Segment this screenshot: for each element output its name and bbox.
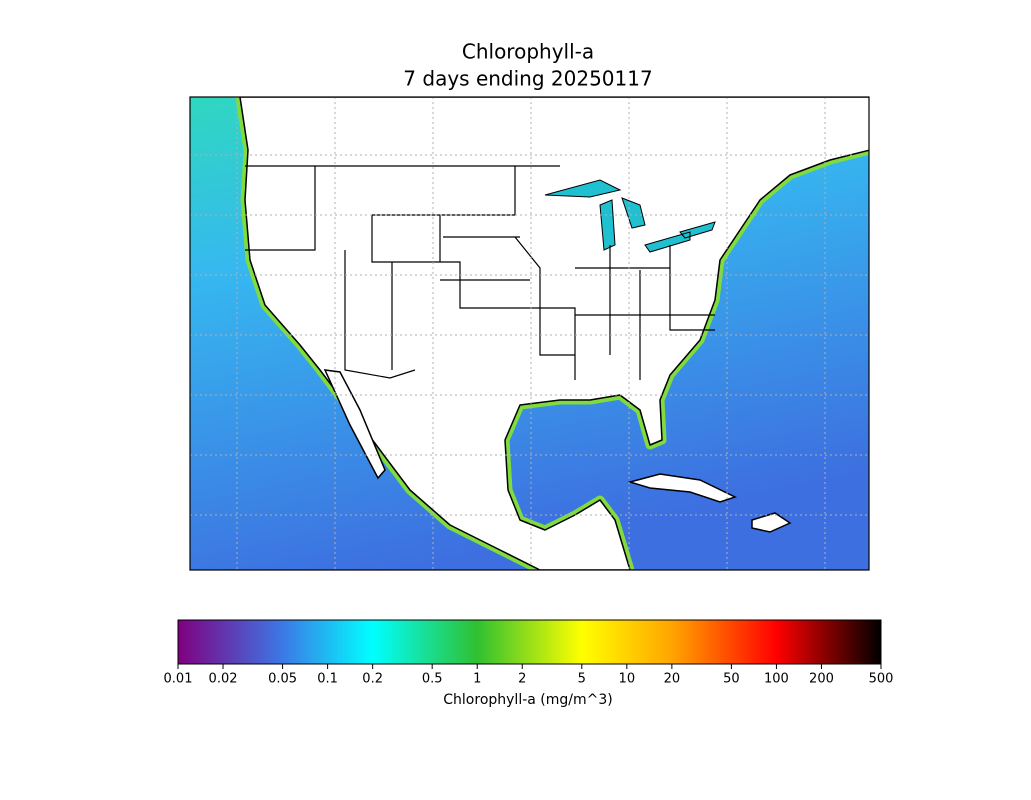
colorbar-tick-label: 0.02: [209, 672, 238, 687]
map: [190, 97, 869, 570]
colorbar-tick-label: 20: [664, 672, 681, 687]
great-lakes: [544, 179, 716, 253]
colorbar-tick-label: 0.1: [317, 672, 338, 687]
baja: [323, 369, 386, 480]
colorbar: 0.01 0.02 0.05 0.1 0.2 0.5 1 2 5 10 20 50 100 200 500: [164, 619, 894, 687]
colorbar-tick-label: 5: [578, 672, 586, 687]
colorbar-tick-label: 0.01: [164, 672, 193, 687]
colorbar-tick-label: 0.05: [268, 672, 297, 687]
colorbar-tick-label: 0.5: [422, 672, 443, 687]
colorbar-label: Chlorophyll-a (mg/m^3): [443, 692, 612, 708]
graticule: [190, 97, 869, 570]
subtitle: 7 days ending 20250117: [403, 67, 652, 91]
colorbar-tick-label: 10: [619, 672, 636, 687]
map-frame: [189, 96, 870, 571]
colorbar-tick-label: 50: [723, 672, 740, 687]
colorbar-tick-label: 200: [809, 672, 834, 687]
cuba: [627, 473, 737, 503]
colorbar-fill: [177, 619, 882, 665]
state-borders: [245, 165, 715, 380]
colorbar-tick-label: 2: [518, 672, 526, 687]
colorbar-tick-label: 500: [869, 672, 894, 687]
title: Chlorophyll-a: [462, 40, 594, 64]
colorbar-tick-label: 0.2: [362, 672, 383, 687]
colorbar-tick-label: 1: [473, 672, 481, 687]
colorbar-tick-label: 100: [764, 672, 789, 687]
hispaniola: [751, 512, 792, 533]
